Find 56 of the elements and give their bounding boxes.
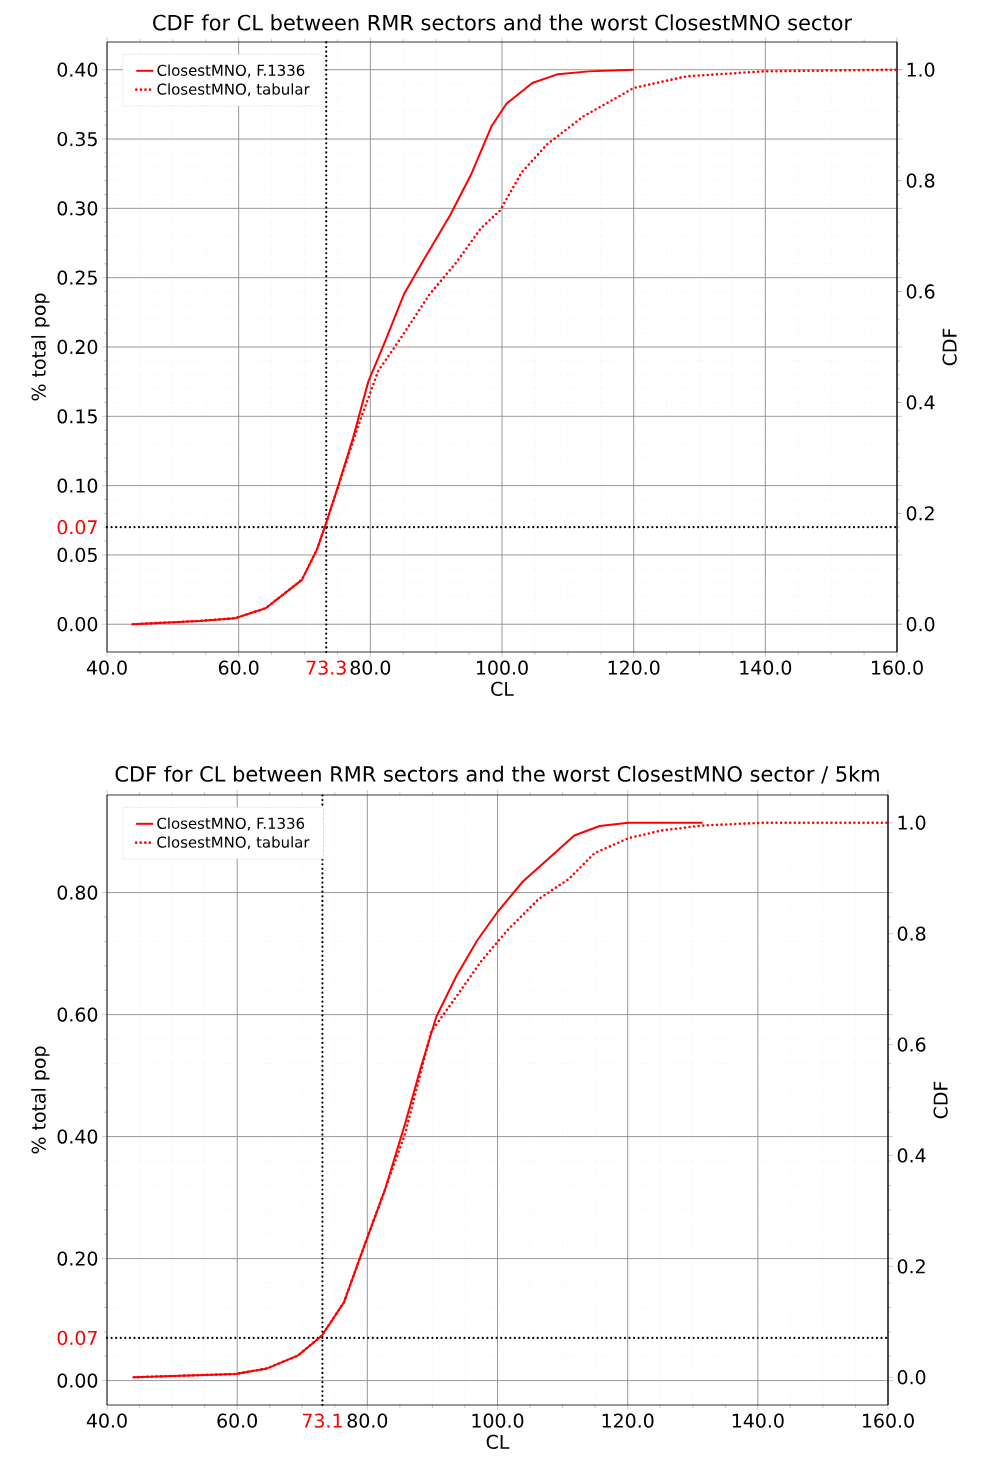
y2-tick-label: 0.2 (897, 1259, 925, 1274)
y-tick-label: 0.40 (57, 1129, 98, 1144)
y-tick-label: 0.80 (57, 885, 98, 900)
chart-title: CDF for CL between RMR sectors and the worst ClosestMNO sector / 5km (115, 765, 879, 784)
chart-title: CDF for CL between RMR sectors and the worst ClosestMNO sector (153, 14, 853, 31)
ref-line-label: 73.1 (302, 1413, 342, 1428)
x-tick-label: 140.0 (732, 1413, 784, 1428)
y-tick-label: 0.25 (57, 270, 97, 285)
ref-line-label: 0.07 (57, 1330, 97, 1346)
y-tick-label: 0.30 (57, 201, 98, 216)
y-axis-title: % total pop (31, 293, 50, 401)
legend-label: ClosestMNO, tabular (157, 83, 310, 97)
y2-tick-label: 0.4 (906, 395, 935, 410)
x-tick-label: 160.0 (862, 1413, 914, 1428)
x-axis-title: CL (486, 1434, 510, 1449)
y-tick-label: 0.20 (57, 339, 98, 355)
y-tick-label: 0.20 (57, 1251, 98, 1266)
x-tick-label: 120.0 (602, 1413, 654, 1428)
y2-tick-label: 0.6 (897, 1037, 926, 1052)
y-tick-label: 0.10 (57, 478, 98, 493)
y-tick-label: 0.00 (57, 1373, 98, 1388)
x-axis-title: CL (491, 681, 514, 696)
y2-axis-title: CDF (933, 1081, 948, 1119)
y2-tick-label: 1.0 (907, 62, 935, 77)
y-tick-label: 0.60 (57, 1007, 98, 1022)
x-tick-label: 80.0 (350, 660, 391, 675)
y2-tick-label: 0.8 (906, 173, 935, 188)
legend-label: ClosestMNO, tabular (157, 836, 310, 850)
x-tick-label: 160.0 (871, 660, 923, 675)
x-tick-label: 100.0 (472, 1413, 524, 1428)
y-tick-label: 0.35 (57, 131, 97, 147)
y2-tick-label: 0.6 (906, 284, 935, 299)
x-tick-label: 80.0 (347, 1413, 388, 1428)
ref-line-label: 73.3 (306, 660, 346, 675)
y2-tick-label: 0.0 (906, 617, 935, 632)
x-tick-label: 60.0 (218, 660, 259, 675)
legend-label: ClosestMNO, F.1336 (157, 64, 305, 78)
legend-label: ClosestMNO, F.1336 (157, 817, 305, 831)
x-tick-label: 120.0 (608, 660, 660, 675)
y-tick-label: 0.05 (57, 547, 97, 563)
y-tick-label: 0.00 (57, 617, 98, 632)
y2-tick-label: 1.0 (898, 815, 926, 830)
x-tick-label: 40.0 (86, 660, 127, 675)
x-tick-label: 40.0 (86, 1413, 127, 1428)
y-tick-label: 0.15 (57, 409, 97, 424)
x-tick-label: 100.0 (476, 660, 528, 675)
y-tick-label: 0.40 (57, 62, 98, 77)
x-tick-label: 60.0 (217, 1413, 257, 1428)
y2-tick-label: 0.0 (897, 1370, 926, 1385)
y2-tick-label: 0.2 (906, 506, 934, 521)
ref-line-label: 0.07 (57, 520, 97, 535)
y2-axis-title: CDF (942, 328, 957, 366)
y-axis-title: % total pop (31, 1046, 50, 1154)
y2-tick-label: 0.8 (897, 926, 926, 941)
x-tick-label: 140.0 (740, 660, 792, 675)
y2-tick-label: 0.4 (897, 1148, 926, 1163)
